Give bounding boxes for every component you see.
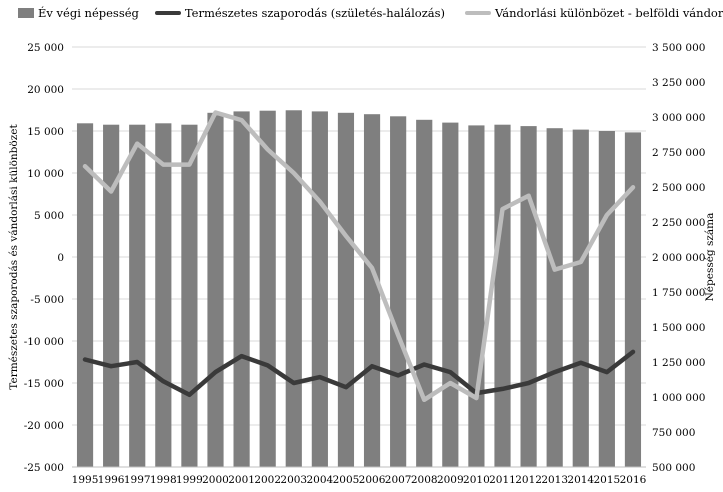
y-axis-title-right: Népesség száma: [704, 213, 716, 302]
bar: [207, 112, 224, 468]
right-tick-label: 3 250 000: [652, 77, 705, 89]
x-tick-label: 2011: [489, 474, 516, 486]
x-tick-label: 2010: [463, 474, 490, 486]
right-tick-label: 750 000: [652, 427, 695, 439]
x-tick-label: 2002: [254, 474, 281, 486]
left-tick-label: 20 000: [27, 84, 64, 96]
legend-swatch-population: [18, 8, 34, 18]
natural-growth-line: [82, 349, 636, 398]
bar: [311, 111, 328, 468]
left-tick-label: 0: [57, 252, 64, 264]
right-tick-label: 1 750 000: [652, 287, 705, 299]
bar: [442, 122, 459, 467]
bar: [494, 124, 511, 467]
legend-swatch-migration: [465, 11, 491, 15]
right-tick-label: 1 250 000: [652, 357, 705, 369]
left-tick-label: -20 000: [24, 420, 64, 432]
left-tick-label: 5 000: [34, 210, 64, 222]
left-tick-label: -10 000: [24, 336, 64, 348]
right-tick-label: 2 250 000: [652, 217, 705, 229]
x-tick-label: 2009: [437, 474, 464, 486]
legend-item-natural: Természetes szaporodás (születés-haláloz…: [154, 6, 445, 20]
left-tick-label: -5 000: [30, 294, 64, 306]
x-tick-label: 2012: [515, 474, 542, 486]
y-axis-title-left: Természetes szaporodás és vándorlási kül…: [8, 124, 20, 390]
right-tick-label: 1 500 000: [652, 322, 705, 334]
x-tick-label: 1999: [176, 474, 203, 486]
legend-swatch-natural: [154, 11, 181, 15]
bar: [572, 129, 589, 467]
x-tick-label: 2004: [306, 474, 333, 486]
bar: [285, 110, 302, 467]
x-tick-label: 1998: [150, 474, 177, 486]
right-tick-label: 2 750 000: [652, 147, 705, 159]
bar: [259, 110, 276, 467]
x-tick-label: 2008: [411, 474, 438, 486]
right-tick-label: 500 000: [652, 462, 695, 474]
bar: [624, 132, 642, 467]
legend-item-migration: Vándorlási különbözet - belföldi vándorl…: [465, 6, 723, 20]
migration-line: [82, 110, 636, 403]
bar: [363, 114, 381, 467]
bar: [103, 124, 120, 467]
left-tick-label: 10 000: [27, 168, 64, 180]
bar: [468, 125, 485, 468]
right-tick-label: 3 000 000: [652, 112, 705, 124]
x-tick-label: 2000: [202, 474, 229, 486]
legend-label-migration: Vándorlási különbözet - belföldi vándorl…: [495, 6, 723, 20]
bar: [181, 124, 198, 467]
bar: [598, 131, 615, 467]
left-tick-label: -15 000: [24, 378, 64, 390]
x-tick-label: 2001: [228, 474, 255, 486]
bar: [520, 126, 537, 467]
legend-label-population: Év végi népesség: [38, 6, 139, 20]
right-tick-label: 2 500 000: [652, 182, 705, 194]
x-tick-label: 2005: [333, 474, 360, 486]
x-tick-label: 2014: [567, 474, 594, 486]
left-tick-label: 15 000: [27, 126, 64, 138]
x-tick-label: 2003: [280, 474, 307, 486]
bar: [337, 112, 355, 468]
right-tick-label: 2 000 000: [652, 252, 705, 264]
left-tick-label: 25 000: [27, 42, 64, 54]
legend-item-population: Év végi népesség: [18, 6, 139, 20]
x-tick-label: 1997: [124, 474, 151, 486]
right-tick-label: 3 500 000: [652, 42, 705, 54]
bar: [76, 123, 94, 468]
x-tick-label: 2015: [593, 474, 620, 486]
x-tick-label: 2006: [359, 474, 386, 486]
legend: Év végi népesség Természetes szaporodás …: [18, 6, 723, 20]
bar: [416, 119, 433, 468]
x-tick-label: 1996: [98, 474, 125, 486]
bar: [155, 123, 172, 468]
right-tick-label: 1 000 000: [652, 392, 705, 404]
x-tick-label: 2007: [385, 474, 412, 486]
bar: [546, 128, 563, 467]
x-tick-label: 1995: [72, 474, 99, 486]
bar: [390, 116, 407, 468]
left-tick-label: -25 000: [24, 462, 64, 474]
bar: [129, 124, 146, 467]
bar: [233, 111, 250, 468]
legend-label-natural: Természetes szaporodás (születés-haláloz…: [184, 6, 445, 20]
x-tick-label: 2013: [541, 474, 568, 486]
x-tick-label: 2016: [620, 474, 647, 486]
